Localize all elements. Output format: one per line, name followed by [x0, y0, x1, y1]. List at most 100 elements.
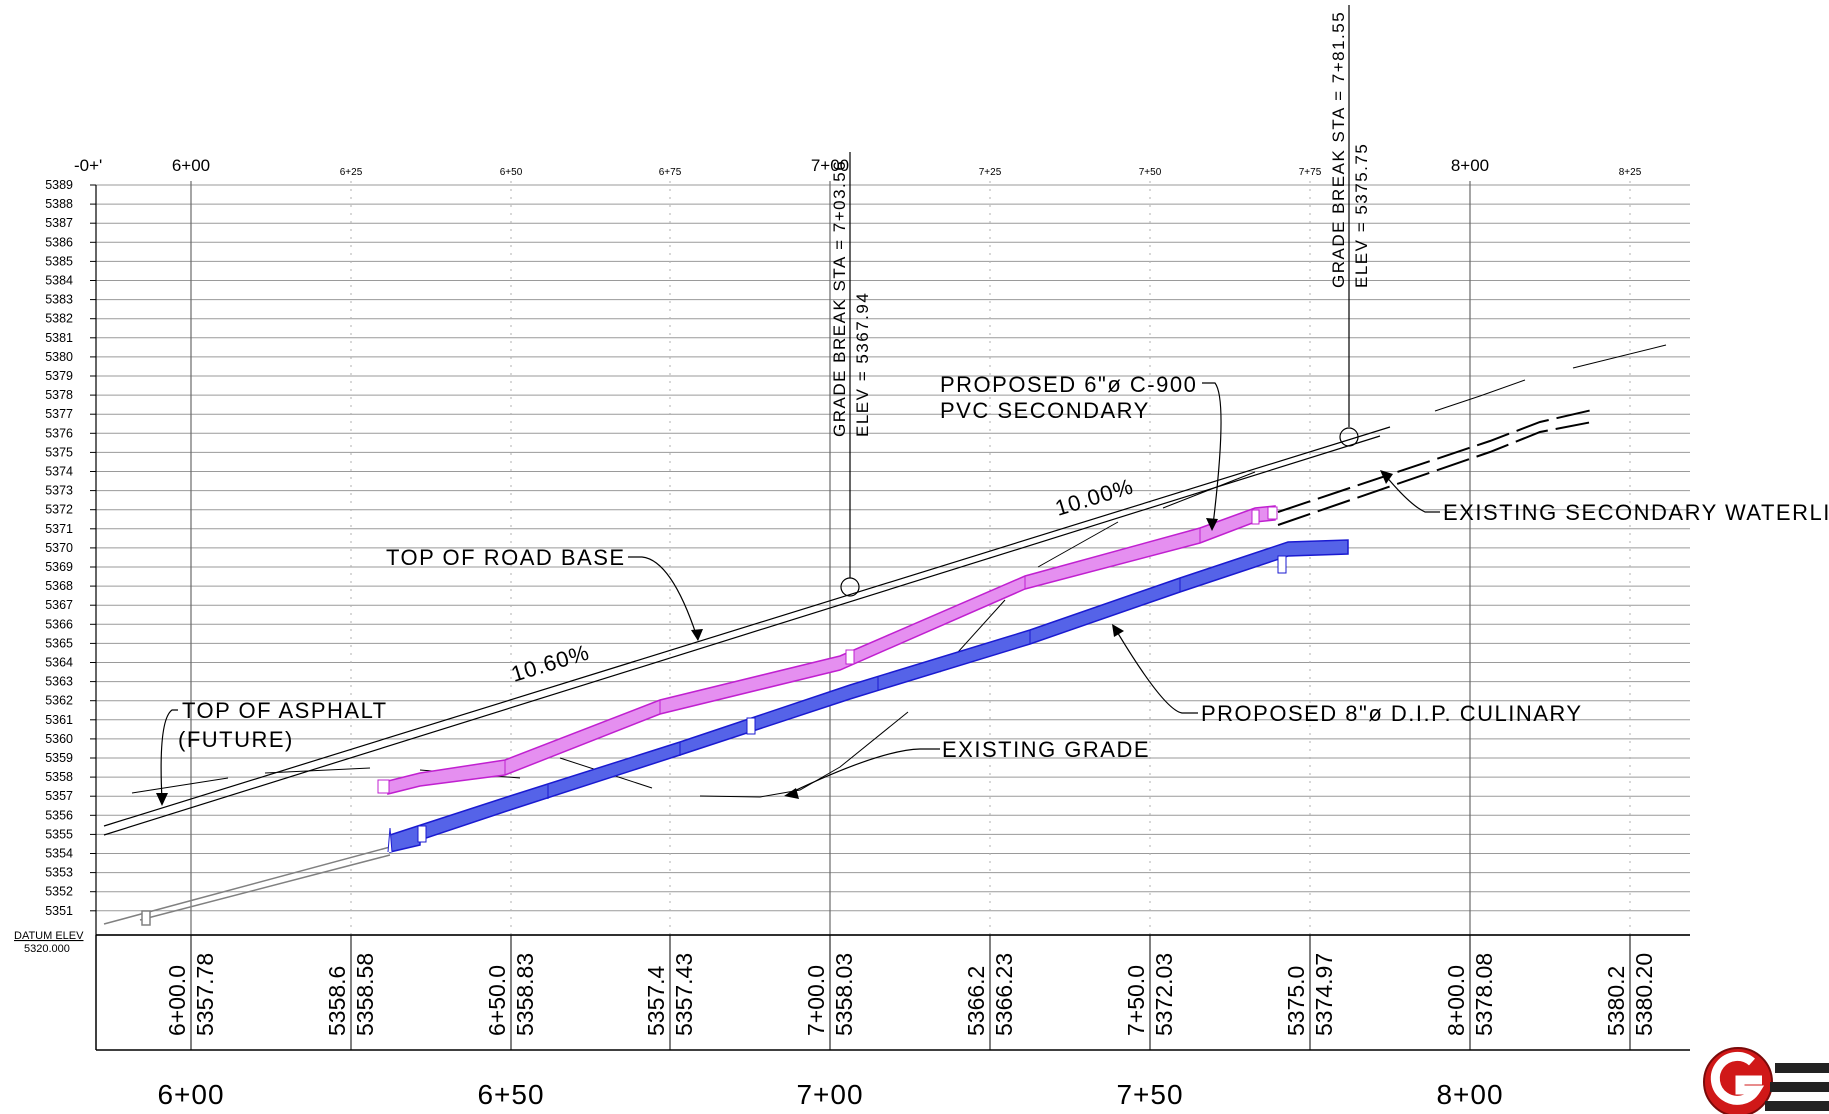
elevation-tick-label: 5371	[45, 522, 73, 536]
band-value-primary: 5358.6	[324, 966, 350, 1036]
elevation-tick-label: 5354	[45, 847, 73, 861]
elevation-tick-label: 5359	[45, 751, 73, 765]
elevation-tick-label: 5374	[45, 465, 73, 479]
band-value-secondary: 5380.20	[1631, 953, 1657, 1036]
elevation-tick-label: 5377	[45, 407, 73, 421]
band-value-secondary: 5378.08	[1471, 953, 1497, 1036]
elevation-tick-label: 5368	[45, 579, 73, 593]
band-value-secondary: 5374.97	[1311, 953, 1337, 1036]
band-value-primary: 6+00.0	[164, 965, 190, 1036]
band-value-secondary: 5358.58	[352, 953, 378, 1036]
elevation-tick-label: 5360	[45, 732, 73, 746]
grade-break-1-sta-label: GRADE BREAK STA = 7+03.56	[830, 160, 849, 437]
elevation-tick-label: 5387	[45, 216, 73, 230]
bottom-station-labels: 6+00 6+50 7+00 7+50 8+00	[157, 1079, 1503, 1110]
existing-grade-line	[131, 344, 1667, 798]
elevation-tick-label: 5385	[45, 254, 73, 268]
band-value-primary: 5357.4	[643, 965, 669, 1036]
proposed-pvc-label: PROPOSED 6"ø C-900	[940, 372, 1197, 397]
station-tick-label: 6+25	[340, 167, 363, 178]
elevation-axis: 5389 5388 5387 5386 5385 5384 5383 5382 5381 5380…	[45, 178, 73, 918]
proposed-pvc-label-2: PVC SECONDARY	[940, 398, 1150, 423]
company-logo-icon	[1703, 1047, 1829, 1114]
elevation-tick-label: 5381	[45, 331, 73, 345]
elevation-tick-label: 5352	[45, 885, 73, 899]
station-tick-label: 6+50	[500, 167, 523, 178]
datum-value: 5320.000	[24, 943, 70, 955]
elevation-tick-label: 5384	[45, 274, 73, 288]
annotation-leaders	[156, 382, 1440, 806]
existing-gray-line	[103, 846, 391, 926]
elevation-tick-label: 5356	[45, 808, 73, 822]
grade-break-1: GRADE BREAK STA = 7+03.56 ELEV = 5367.94	[830, 152, 872, 597]
elevation-tick-label: 5358	[45, 770, 73, 784]
elevation-tick-label: 5361	[45, 713, 73, 727]
elevation-tick-label: 5383	[45, 293, 73, 307]
station-tick-label: 7+25	[979, 167, 1002, 178]
elevation-tick-label: 5379	[45, 369, 73, 383]
dip-culinary-pipe	[387, 539, 1349, 853]
elevation-tick-label: 5372	[45, 503, 73, 517]
band-value-secondary: 5366.23	[991, 953, 1017, 1036]
band-value-primary: 7+00.0	[803, 965, 829, 1036]
elevation-tick-label: 5380	[45, 350, 73, 364]
band-value-primary: 6+50.0	[484, 965, 510, 1036]
top-of-asphalt-future-label: (FUTURE)	[178, 727, 294, 752]
band-value-secondary: 5357.78	[192, 953, 218, 1036]
pvc-secondary-pipe	[377, 505, 1278, 795]
existing-grade-label: EXISTING GRADE	[942, 737, 1150, 762]
top-of-road-base-label: TOP OF ROAD BASE	[386, 545, 626, 570]
bottom-station-label: 6+00	[157, 1079, 224, 1110]
slope-label-1: 10.60%	[508, 639, 592, 686]
bottom-station-label: 6+50	[477, 1079, 544, 1110]
bottom-station-label: 7+00	[796, 1079, 863, 1110]
station-tick-label: -0+'	[74, 156, 102, 175]
band-value-primary: 5380.2	[1603, 966, 1629, 1036]
elevation-tick-label: 5373	[45, 484, 73, 498]
station-tick-label: 8+00	[1451, 156, 1489, 175]
data-band	[95, 934, 1690, 1051]
grade-break-2: GRADE BREAK STA = 7+81.55 ELEV = 5375.75	[1329, 5, 1371, 447]
station-tick-label: 7+75	[1299, 167, 1322, 178]
station-tick-label: 6+75	[659, 167, 682, 178]
datum-label: DATUM ELEV	[14, 930, 84, 942]
elevation-tick-label: 5386	[45, 235, 73, 249]
elevation-tick-label: 5389	[45, 178, 73, 192]
band-value-primary: 8+00.0	[1443, 965, 1469, 1036]
elevation-tick-label: 5369	[45, 560, 73, 574]
elevation-tick-label: 5362	[45, 694, 73, 708]
elevation-tick-label: 5363	[45, 675, 73, 689]
bottom-station-label: 8+00	[1436, 1079, 1503, 1110]
elevation-tick-label: 5355	[45, 827, 73, 841]
band-value-primary: 7+50.0	[1123, 965, 1149, 1036]
grade-break-2-elev-label: ELEV = 5375.75	[1352, 143, 1371, 288]
band-value-primary: 5375.0	[1283, 966, 1309, 1036]
elevation-tick-label: 5376	[45, 426, 73, 440]
band-value-secondary: 5372.03	[1151, 953, 1177, 1036]
road-base-lines	[103, 426, 1391, 836]
grade-break-1-elev-label: ELEV = 5367.94	[853, 292, 872, 437]
elevation-tick-label: 5351	[45, 904, 73, 918]
elevation-tick-label: 5364	[45, 656, 73, 670]
elevation-grid	[90, 184, 1690, 936]
band-value-secondary: 5358.03	[831, 953, 857, 1036]
elevation-tick-label: 5378	[45, 388, 73, 402]
station-tick-label: 7+00	[811, 156, 849, 175]
band-value-primary: 5366.2	[963, 966, 989, 1036]
elevation-tick-label: 5382	[45, 312, 73, 326]
station-tick-label: 8+25	[1619, 167, 1642, 178]
slope-label-2: 10.00%	[1052, 473, 1136, 520]
grade-break-2-sta-label: GRADE BREAK STA = 7+81.55	[1329, 11, 1348, 288]
bottom-station-label: 7+50	[1116, 1079, 1183, 1110]
elevation-tick-label: 5366	[45, 617, 73, 631]
station-tick-label: 6+00	[172, 156, 210, 175]
elevation-tick-label: 5375	[45, 445, 73, 459]
station-axis: -0+' 6+00 6+25 6+50 6+75 7+00 7+25 7+50 7+75 8+00…	[74, 156, 1642, 178]
data-band-values: 6+00.0 5357.78 5358.6 5358.58 6+50.0 5358.83 5…	[164, 953, 1657, 1036]
existing-secondary-label: EXISTING SECONDARY WATERLINE	[1443, 500, 1829, 525]
band-value-secondary: 5358.83	[512, 953, 538, 1036]
elevation-tick-label: 5357	[45, 789, 73, 803]
proposed-dip-label: PROPOSED 8"ø D.I.P. CULINARY	[1201, 701, 1583, 726]
elevation-tick-label: 5370	[45, 541, 73, 555]
